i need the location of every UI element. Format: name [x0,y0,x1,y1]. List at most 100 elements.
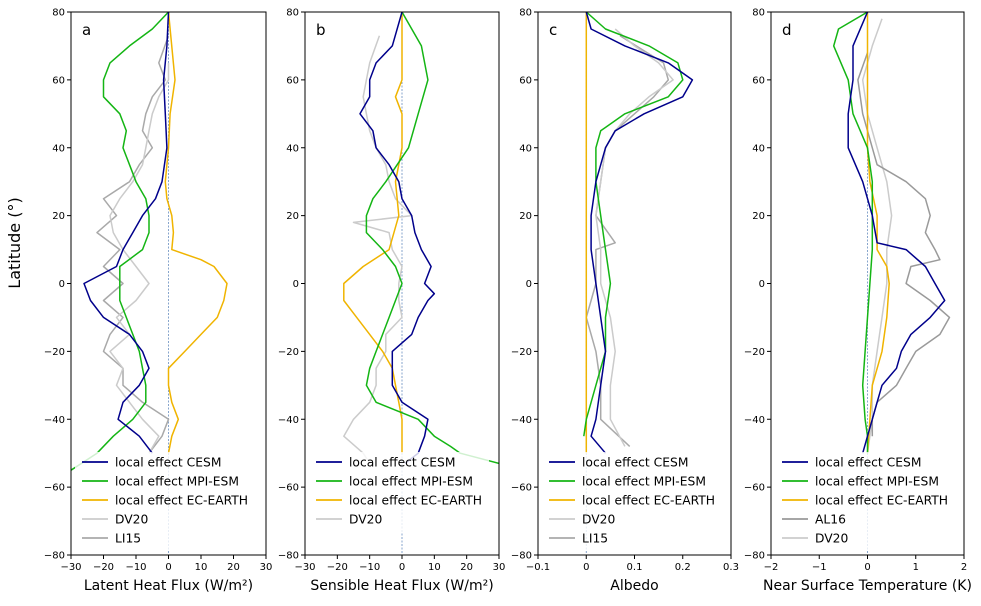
legend-entry: DV20 [815,532,848,546]
y-tick-label: 40 [519,143,532,154]
panel-a: −80 −60 −40 −20 0 20 40 60 80 −30 −20 −10 0 10 20 30 Lat… [44,8,272,595]
y-tick-label: −60 [744,483,765,494]
x-tick-label: 0 [165,562,171,573]
legend-background [775,452,955,551]
series-line-li15 [585,35,670,447]
legend-entry: local effect CESM [815,456,921,470]
legend-entry: AL16 [815,513,846,527]
panel-label: a [82,21,91,39]
x-axis-label: Latent Heat Flux (W/m²) [84,578,253,594]
y-tick-label: 20 [519,211,532,222]
x-tick-label: −1 [812,562,827,573]
y-tick-label: −40 [511,415,532,426]
legend-background [75,452,255,551]
y-tick-label: 0 [293,279,299,290]
legend-entry: LI15 [115,532,141,546]
series-line-li15 [96,35,170,454]
y-tick-label: 40 [52,143,65,154]
series-line-dv20 [343,35,413,464]
x-tick-label: 10 [428,562,441,573]
legend: local effect CESM local effect MPI-ESM loc… [775,452,955,551]
legend-entry: local effect MPI-ESM [815,475,939,489]
y-tick-label: 40 [752,143,765,154]
legend-entry: local effect EC-EARTH [815,494,948,508]
x-tick-label: −10 [125,562,146,573]
x-tick-label: −30 [60,562,81,573]
y-tick-label: −40 [278,415,299,426]
panel-label: d [782,21,792,39]
x-tick-label: 20 [460,562,473,573]
legend-entry: local effect CESM [349,456,455,470]
x-tick-label: 10 [195,562,208,573]
x-tick-label: 0.3 [723,562,739,573]
y-tick-label: −20 [511,347,532,358]
y-tick-label: 80 [752,8,765,19]
legend: local effect CESM local effect MPI-ESM loc… [309,452,489,532]
y-tick-label: 60 [519,75,532,86]
series-line-dv20 [109,62,170,454]
y-tick-label: −80 [278,551,299,562]
y-tick-label: 0 [59,279,65,290]
series-group [583,12,694,454]
x-tick-label: 0 [864,562,870,573]
y-tick-label: 60 [52,75,65,86]
y-tick-label: 80 [52,8,65,19]
y-tick-label: 80 [519,8,532,19]
y-tick-label: 20 [286,211,299,222]
y-tick-label: 40 [286,143,299,154]
panel-label: b [316,21,326,39]
series-line-local-effect-cesm [585,12,694,454]
series-line-local-effect-cesm [359,12,436,464]
series-line-local-effect-ec-earth [343,12,403,454]
legend-entry: DV20 [115,513,148,527]
y-tick-label: −20 [44,347,65,358]
y-tick-label: 20 [52,211,65,222]
x-tick-label: 0 [583,562,589,573]
y-tick-label: 80 [286,8,299,19]
series-line-al16 [857,52,951,437]
y-tick-label: 60 [286,75,299,86]
series-line-local-effect-cesm [83,12,170,454]
legend: local effect CESM local effect MPI-ESM loc… [542,452,722,551]
series-line-local-effect-mpi-esm [365,12,499,465]
legend-background [542,452,722,551]
series-group [71,12,228,471]
y-tick-label: −80 [511,551,532,562]
x-tick-label: −20 [327,562,348,573]
y-tick-label: 20 [752,211,765,222]
series-line-local-effect-mpi-esm [71,12,170,471]
x-tick-label: −20 [93,562,114,573]
legend-entry: local effect MPI-ESM [115,475,239,489]
x-tick-label: 30 [260,562,273,573]
legend-entry: DV20 [582,513,615,527]
x-tick-label: 2 [961,562,967,573]
x-tick-label: 0 [399,562,405,573]
y-tick-label: 60 [752,75,765,86]
y-tick-label: −60 [44,483,65,494]
legend-entry: local effect EC-EARTH [582,494,715,508]
y-tick-label: −40 [744,415,765,426]
legend-entry: local effect CESM [582,456,688,470]
legend-entry: local effect CESM [115,456,221,470]
y-tick-label: −60 [511,483,532,494]
series-line-local-effect-ec-earth [164,12,228,454]
x-tick-label: 1 [913,562,919,573]
series-line-local-effect-mpi-esm [832,12,874,454]
x-tick-label: 20 [227,562,240,573]
y-axis-label: Latitude (°) [5,197,24,288]
y-tick-label: −80 [744,551,765,562]
panel-c: −80 −60 −40 −20 0 20 40 60 80 −0.1 0 0.1 0.2 0.3 Albed… [511,8,739,595]
x-tick-label: −10 [359,562,380,573]
series-group [832,12,951,454]
legend-entry: local effect EC-EARTH [349,494,482,508]
y-tick-label: −40 [44,415,65,426]
x-tick-label: 0.2 [675,562,691,573]
y-tick-label: −20 [744,347,765,358]
x-tick-label: −0.1 [526,562,550,573]
x-axis-label: Albedo [610,578,658,594]
series-line-local-effect-mpi-esm [583,12,684,437]
y-tick-label: −60 [278,483,299,494]
x-axis-label: Near Surface Temperature (K) [763,578,972,594]
y-tick-label: 0 [759,279,765,290]
